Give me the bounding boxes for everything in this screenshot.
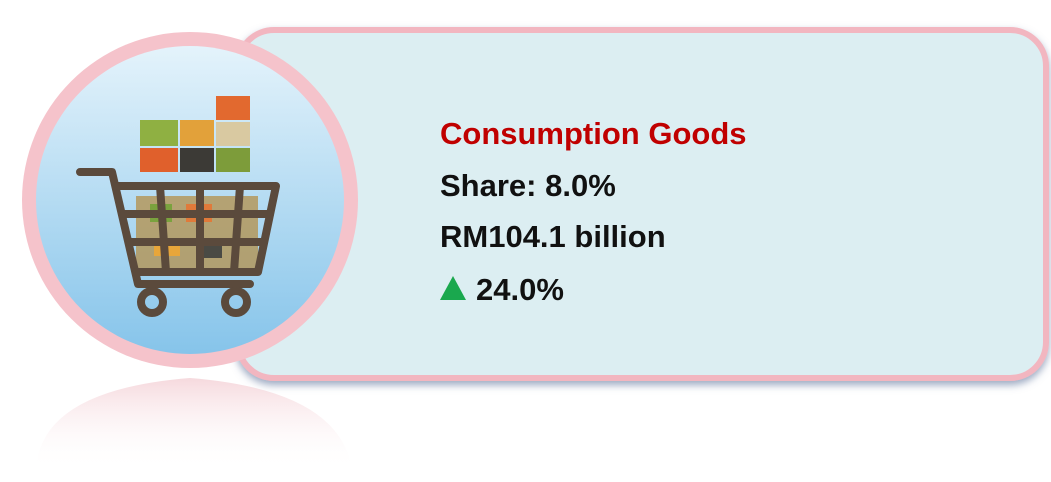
infographic-card: Consumption Goods Share: 8.0% RM104.1 bi… — [0, 0, 1051, 482]
reflection — [36, 378, 352, 470]
change-text: 24.0% — [476, 272, 564, 307]
card-panel — [238, 30, 1046, 378]
value-text: RM104.1 billion — [440, 219, 666, 254]
card-title: Consumption Goods — [440, 116, 747, 151]
share-text: Share: 8.0% — [440, 168, 616, 203]
page: Consumption Goods Share: 8.0% RM104.1 bi… — [0, 0, 1051, 482]
